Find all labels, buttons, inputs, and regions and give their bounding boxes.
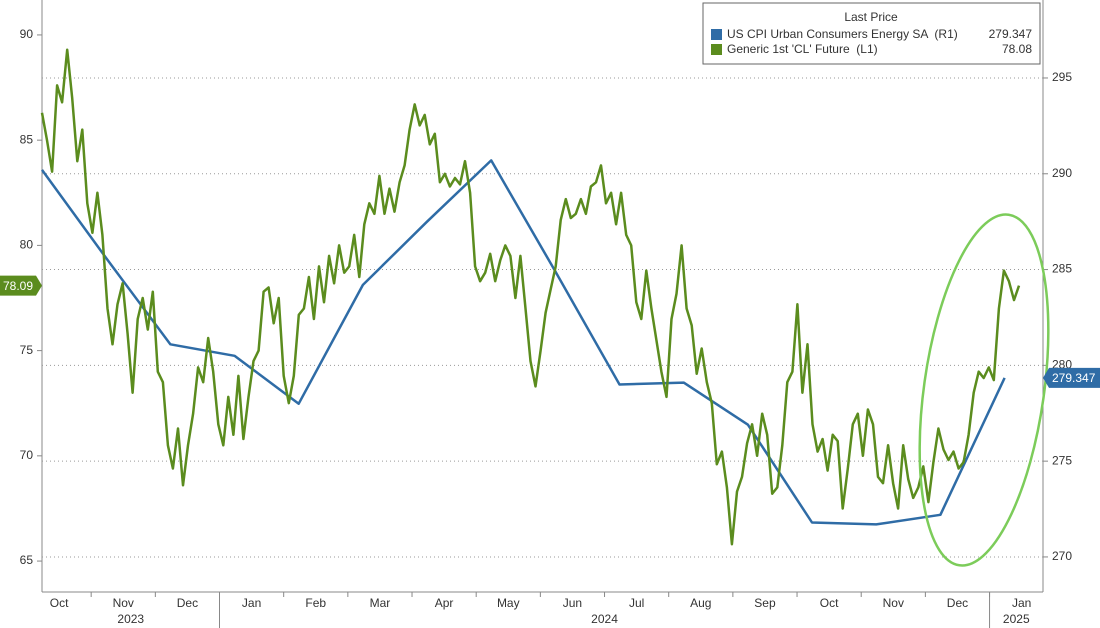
x-tick-label: May bbox=[497, 596, 520, 610]
legend-label: Generic 1st 'CL' Future (L1) bbox=[727, 42, 878, 56]
last-value-tag bbox=[0, 275, 42, 296]
year-label: 2024 bbox=[591, 612, 618, 626]
x-tick-label: Apr bbox=[435, 596, 454, 610]
y2-tick-label: 285 bbox=[1052, 262, 1072, 276]
highlight-ellipse bbox=[918, 213, 1050, 567]
legend-value: 279.347 bbox=[989, 27, 1033, 41]
legend-swatch bbox=[711, 44, 722, 55]
x-tick-label: Sep bbox=[754, 596, 776, 610]
y2-tick-label: 295 bbox=[1052, 70, 1072, 84]
x-tick-label: Dec bbox=[947, 596, 968, 610]
x-tick-label: Jan bbox=[1012, 596, 1031, 610]
series-line bbox=[40, 159, 1006, 526]
y-tick-label: 65 bbox=[20, 553, 34, 567]
x-tick-label: Jul bbox=[629, 596, 644, 610]
y2-tick-label: 270 bbox=[1052, 549, 1072, 563]
last-value-tag bbox=[1043, 367, 1100, 388]
x-tick-label: Mar bbox=[370, 596, 391, 610]
x-tick-label: Jun bbox=[563, 596, 582, 610]
x-tick-label: Feb bbox=[305, 596, 326, 610]
year-label: 2025 bbox=[1003, 612, 1030, 626]
legend-box bbox=[702, 2, 1041, 65]
legend-swatch bbox=[711, 29, 722, 40]
y2-tick-label: 275 bbox=[1052, 453, 1072, 467]
y2-tick-label: 290 bbox=[1052, 166, 1072, 180]
x-tick-label: Oct bbox=[820, 596, 839, 610]
y-tick-label: 80 bbox=[20, 238, 34, 252]
legend-value: 78.08 bbox=[1002, 42, 1032, 56]
x-tick-label: Nov bbox=[113, 596, 134, 610]
x-tick-label: Jan bbox=[242, 596, 261, 610]
y-tick-label: 75 bbox=[20, 343, 34, 357]
series-line bbox=[40, 48, 1021, 546]
last-value-label: 78.09 bbox=[3, 279, 33, 293]
x-tick-label: Dec bbox=[177, 596, 198, 610]
last-value-label: 279.347 bbox=[1052, 371, 1096, 385]
y-tick-label: 85 bbox=[20, 132, 34, 146]
legend-title: Last Price bbox=[844, 10, 898, 24]
y-tick-label: 90 bbox=[20, 27, 34, 41]
x-tick-label: Nov bbox=[883, 596, 904, 610]
year-label: 2023 bbox=[117, 612, 144, 626]
legend-label: US CPI Urban Consumers Energy SA (R1) bbox=[727, 27, 958, 41]
x-tick-label: Aug bbox=[690, 596, 711, 610]
y-tick-label: 70 bbox=[20, 448, 34, 462]
x-tick-label: Oct bbox=[50, 596, 69, 610]
